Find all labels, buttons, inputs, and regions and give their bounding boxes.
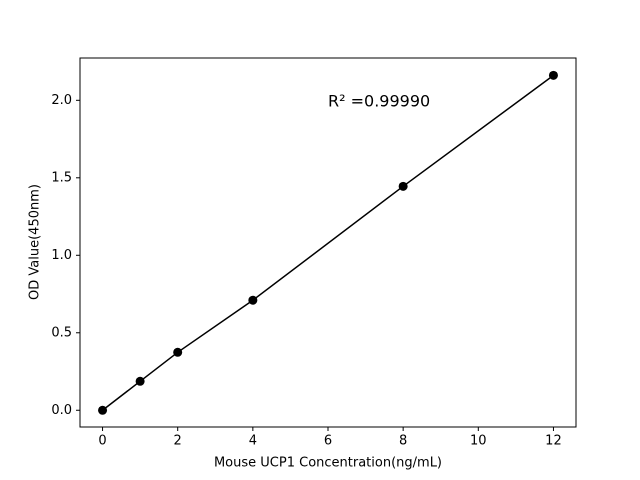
x-axis-label: Mouse UCP1 Concentration(ng/mL) [214,456,442,471]
data-point [248,295,258,305]
y-tick-label: 2.0 [51,93,72,108]
y-tick-label: 0.0 [51,403,72,418]
series-line [102,74,554,411]
annotation: R² =0.99990 [328,92,430,111]
data-point [173,347,183,357]
y-tick-label: 1.5 [51,170,72,185]
x-tick-label: 8 [399,434,407,449]
y-tick-label: 0.5 [51,325,72,340]
x-tick-label: 0 [98,434,106,449]
data-point [98,405,108,415]
x-tick-label: 4 [249,434,257,449]
x-tick-label: 2 [174,434,182,449]
x-tick-label: 12 [545,434,562,449]
y-axis-label: OD Value(450nm) [28,184,43,300]
x-tick-label: 6 [324,434,332,449]
y-tick-label: 1.0 [51,248,72,263]
data-point [398,181,408,191]
data-point [135,376,145,386]
x-tick-label: 10 [470,434,487,449]
data-point [548,70,558,80]
